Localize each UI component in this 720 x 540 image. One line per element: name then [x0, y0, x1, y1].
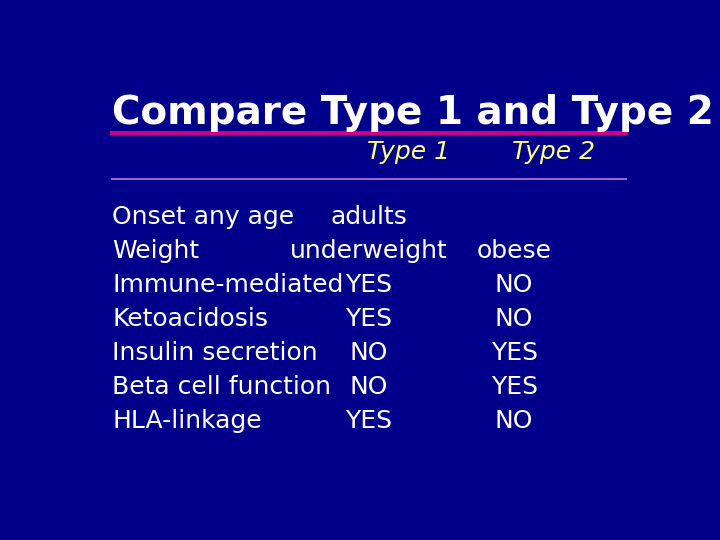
Text: Type 1: Type 1 [366, 140, 449, 164]
Text: Insulin secretion: Insulin secretion [112, 341, 318, 365]
Text: underweight: underweight [290, 239, 448, 262]
Text: Ketoacidosis: Ketoacidosis [112, 307, 269, 331]
Text: NO: NO [350, 341, 388, 365]
Text: Type 2: Type 2 [512, 140, 595, 164]
Text: NO: NO [495, 307, 534, 331]
Text: NO: NO [350, 375, 388, 399]
Text: YES: YES [346, 273, 392, 297]
Text: NO: NO [495, 273, 534, 297]
Text: Weight: Weight [112, 239, 199, 262]
Text: Beta cell function: Beta cell function [112, 375, 331, 399]
Text: YES: YES [346, 307, 392, 331]
Text: NO: NO [495, 409, 534, 433]
Text: obese: obese [477, 239, 552, 262]
Text: YES: YES [490, 341, 538, 365]
Text: Onset any age: Onset any age [112, 205, 294, 228]
Text: adults: adults [330, 205, 408, 228]
Text: Immune-mediated: Immune-mediated [112, 273, 343, 297]
Text: YES: YES [490, 375, 538, 399]
Text: HLA-linkage: HLA-linkage [112, 409, 262, 433]
Text: YES: YES [346, 409, 392, 433]
Text: Compare Type 1 and Type 2: Compare Type 1 and Type 2 [112, 94, 714, 132]
